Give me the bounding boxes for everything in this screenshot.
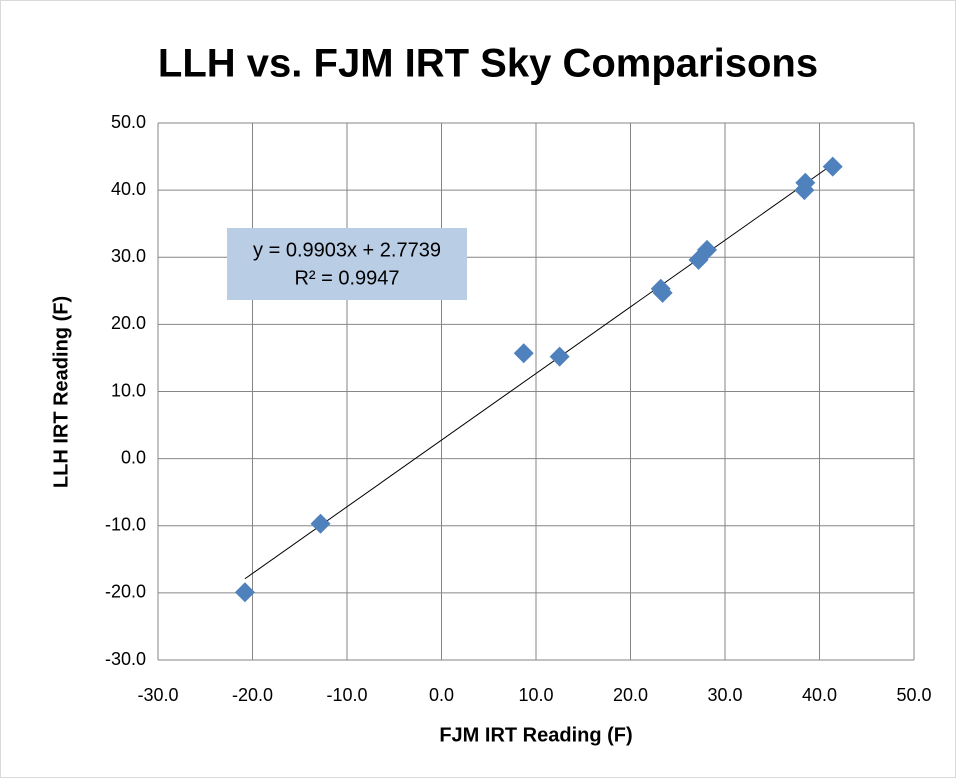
- y-tick-label: 50.0: [111, 112, 146, 132]
- x-tick-label: 10.0: [518, 685, 553, 705]
- x-axis-label: FJM IRT Reading (F): [439, 724, 632, 746]
- point: [652, 282, 673, 303]
- point: [697, 239, 718, 260]
- y-tick-label: 10.0: [111, 380, 146, 400]
- x-tick-label: 40.0: [802, 685, 837, 705]
- y-tick-label: 20.0: [111, 313, 146, 333]
- annotation-box: [227, 228, 467, 300]
- x-tick-label: 0.0: [429, 685, 454, 705]
- chart-title: LLH vs. FJM IRT Sky Comparisons: [158, 42, 818, 86]
- x-tick-label: -30.0: [137, 685, 178, 705]
- y-tick-label: 0.0: [121, 447, 146, 467]
- point: [310, 513, 331, 534]
- x-tick-label: 30.0: [707, 685, 742, 705]
- point: [549, 346, 570, 367]
- x-tick-label: 20.0: [613, 685, 648, 705]
- x-tick-label: -20.0: [232, 685, 273, 705]
- point: [513, 343, 534, 364]
- y-tick-label: -10.0: [105, 515, 146, 535]
- trend-line: [244, 163, 834, 580]
- annotation: R² = 0.9947: [294, 267, 399, 289]
- x-tick-label: -10.0: [326, 685, 367, 705]
- y-tick-label: -30.0: [105, 649, 146, 669]
- annotation: y = 0.9903x + 2.7739: [253, 239, 441, 261]
- y-axis-label: LLH IRT Reading (F): [50, 296, 72, 488]
- x-tick-label: 50.0: [896, 685, 931, 705]
- y-tick-label: 40.0: [111, 179, 146, 199]
- y-tick-label: 30.0: [111, 246, 146, 266]
- point: [234, 582, 255, 603]
- y-tick-label: -20.0: [105, 582, 146, 602]
- point: [794, 180, 815, 201]
- point: [822, 156, 843, 177]
